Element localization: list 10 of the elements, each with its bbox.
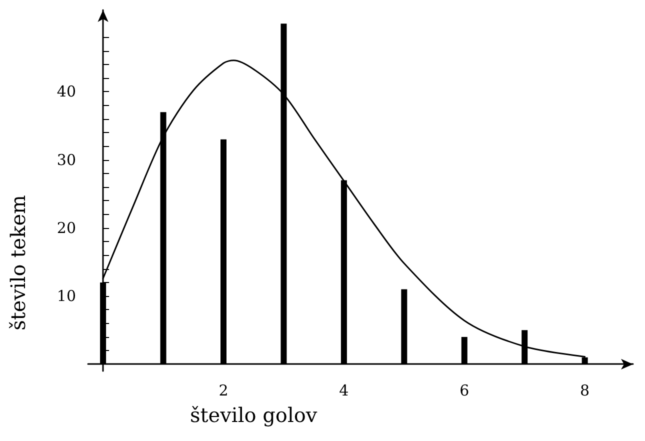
y-tick-label: 10 xyxy=(56,287,76,306)
y-axis-title: število tekem xyxy=(6,194,30,330)
y-tick-label: 30 xyxy=(56,150,76,169)
x-tick-label: 8 xyxy=(580,382,590,400)
x-tick-label: 2 xyxy=(218,382,228,400)
x-tick-label: 6 xyxy=(460,382,470,400)
x-tick-label: 4 xyxy=(339,382,349,400)
y-tick-label: 40 xyxy=(56,82,76,101)
x-axis-title: število golov xyxy=(190,403,318,427)
y-tick-label: 20 xyxy=(56,218,76,237)
